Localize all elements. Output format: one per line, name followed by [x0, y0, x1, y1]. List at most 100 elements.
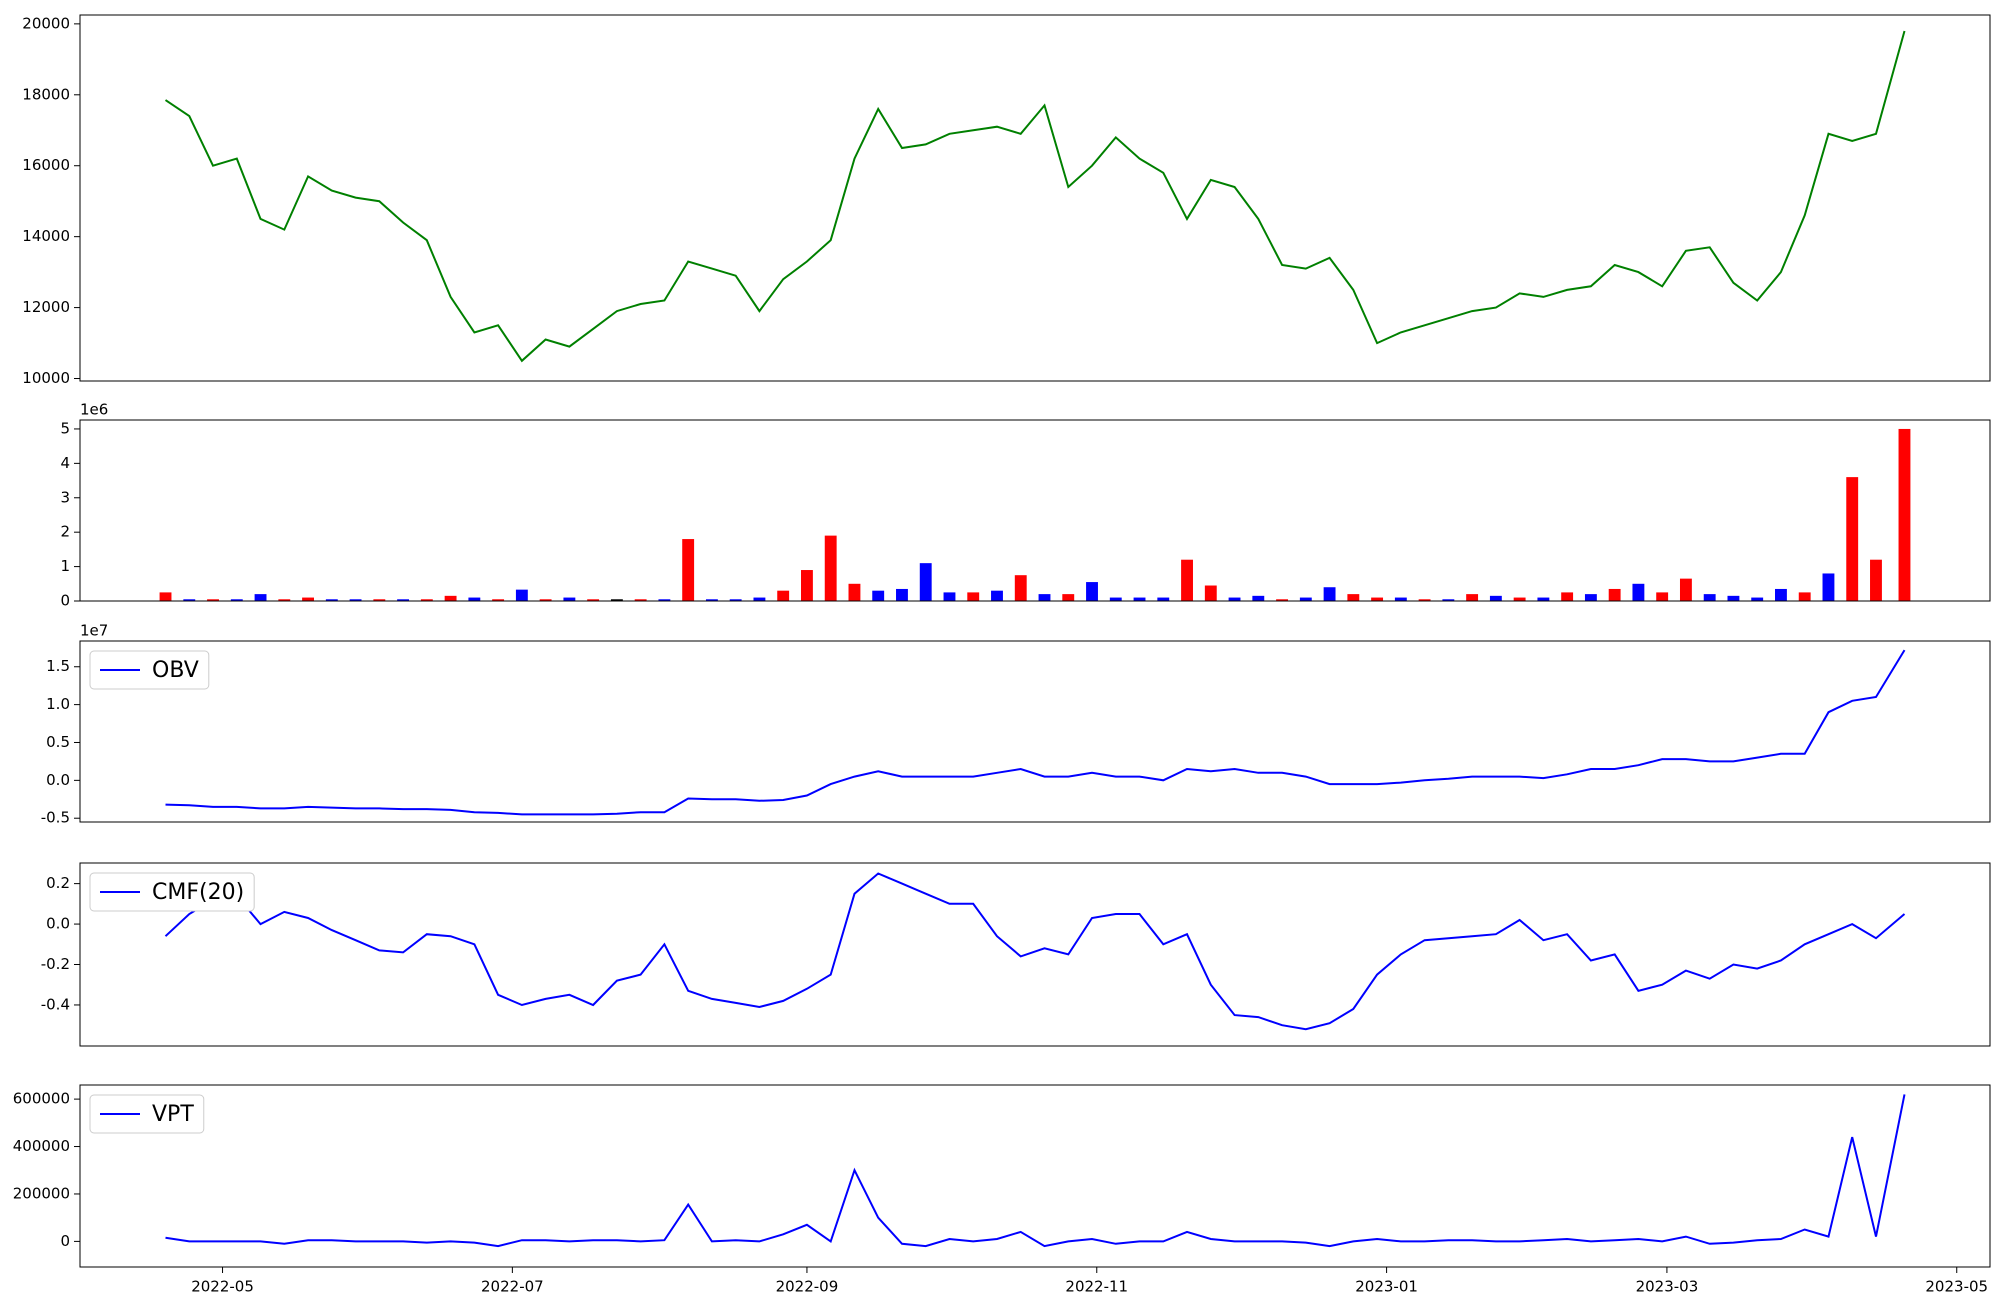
- x-tick-label: 2022-09: [776, 1278, 839, 1296]
- bar: [1323, 587, 1336, 601]
- bar: [801, 570, 813, 601]
- x-tick-label: 2023-03: [1636, 1278, 1699, 1296]
- legend-label: CMF(20): [152, 880, 244, 905]
- panel: -0.4 -0.2 0.0 0.2 CMF(20): [41, 862, 1991, 1047]
- bar: [1347, 594, 1360, 601]
- x-tick-label: 2023-05: [1925, 1278, 1988, 1296]
- bar: [1727, 595, 1740, 601]
- panel: 0 200000 400000 600000 2022-05 2022-07 2022-09…: [13, 1084, 1991, 1296]
- bar: [1394, 597, 1407, 601]
- bar: [587, 599, 600, 601]
- line: [165, 649, 1906, 816]
- bar: [278, 599, 291, 601]
- bar: [729, 599, 742, 601]
- bar: [1299, 597, 1312, 601]
- y-tick-label: 4: [60, 454, 70, 472]
- bar: [207, 599, 219, 601]
- y-tick-label: 1.0: [46, 695, 70, 713]
- bar: [1086, 582, 1098, 601]
- panel: -0.5 0.0 0.5 1.0 1.5 1e7 OBV: [41, 622, 1991, 827]
- y-tick-label: 1.5: [46, 657, 70, 675]
- bar: [1822, 573, 1835, 601]
- panel: 10000 12000 14000 16000 18000 20000: [22, 14, 1991, 387]
- legend-frame: [89, 872, 255, 912]
- bar: [1228, 597, 1241, 601]
- bar: [658, 599, 671, 601]
- bar: [420, 599, 433, 601]
- x-tick-label: 2022-07: [481, 1278, 544, 1296]
- bar: [230, 599, 243, 601]
- bar: [1109, 597, 1122, 601]
- bar: [1584, 594, 1597, 601]
- y-tick-label: 400000: [13, 1137, 70, 1155]
- y-tick-label: 12000: [22, 298, 70, 316]
- bar: [1537, 597, 1550, 601]
- line: [165, 1094, 1906, 1248]
- legend: VPT: [89, 1094, 205, 1134]
- bar: [705, 599, 718, 601]
- x-tick-label: 2023-01: [1355, 1278, 1418, 1296]
- y-tick-label: 0.0: [46, 915, 70, 933]
- bar: [1679, 578, 1692, 601]
- y-tick-label: -0.4: [41, 995, 70, 1013]
- bar: [1276, 599, 1289, 601]
- bar: [943, 592, 956, 601]
- y-tick-label: 5: [60, 419, 70, 437]
- axes-frame: [79, 1084, 1991, 1268]
- legend: CMF(20): [89, 872, 255, 912]
- legend-frame: [89, 1094, 205, 1134]
- axes-frame: [79, 862, 1991, 1047]
- y-tick-label: 1: [60, 557, 70, 575]
- bar: [1014, 575, 1027, 601]
- legend-frame: [89, 650, 210, 690]
- bar: [444, 595, 457, 601]
- bar: [634, 599, 647, 601]
- bar: [919, 563, 932, 601]
- y-tick-label: 20000: [22, 14, 70, 32]
- bar: [325, 599, 338, 601]
- bar: [753, 597, 766, 601]
- y-tick-label: 200000: [13, 1184, 70, 1202]
- bar: [1252, 595, 1265, 601]
- bar: [1157, 597, 1170, 601]
- bar: [682, 539, 695, 601]
- bar: [1442, 599, 1455, 601]
- bar: [1489, 595, 1502, 601]
- y-tick-label: 600000: [13, 1090, 70, 1108]
- y-tick-label: 18000: [22, 85, 70, 103]
- bar: [515, 589, 528, 601]
- bar: [1062, 594, 1075, 601]
- y-tick-label: 0.2: [46, 874, 70, 892]
- bar: [468, 597, 481, 601]
- bar: [872, 590, 885, 601]
- bar: [848, 583, 861, 601]
- bar: [824, 535, 837, 601]
- bar: [254, 594, 267, 601]
- bar: [1561, 592, 1574, 601]
- x-tick-label: 2022-05: [191, 1278, 254, 1296]
- legend-label: VPT: [152, 1102, 194, 1127]
- bar: [349, 599, 362, 601]
- bar: [1656, 592, 1669, 601]
- y-tick-label: 14000: [22, 227, 70, 245]
- bar: [397, 599, 410, 601]
- bar: [1846, 477, 1859, 601]
- bar: [1181, 559, 1193, 601]
- y-offset-label: 1e6: [80, 401, 108, 419]
- bar: [1133, 597, 1146, 601]
- y-tick-label: 0: [60, 592, 70, 610]
- axes-frame: [79, 419, 1991, 602]
- y-tick-label: -0.2: [41, 955, 70, 973]
- bar: [1608, 588, 1621, 601]
- y-tick-label: 3: [60, 488, 70, 506]
- legend: OBV: [89, 650, 210, 690]
- bar: [991, 590, 1003, 601]
- bar: [539, 599, 552, 601]
- bar: [777, 590, 790, 601]
- bar: [373, 599, 386, 601]
- y-tick-label: 2: [60, 523, 70, 541]
- line: [164, 30, 1906, 363]
- bar: [610, 599, 623, 601]
- bar: [183, 599, 196, 601]
